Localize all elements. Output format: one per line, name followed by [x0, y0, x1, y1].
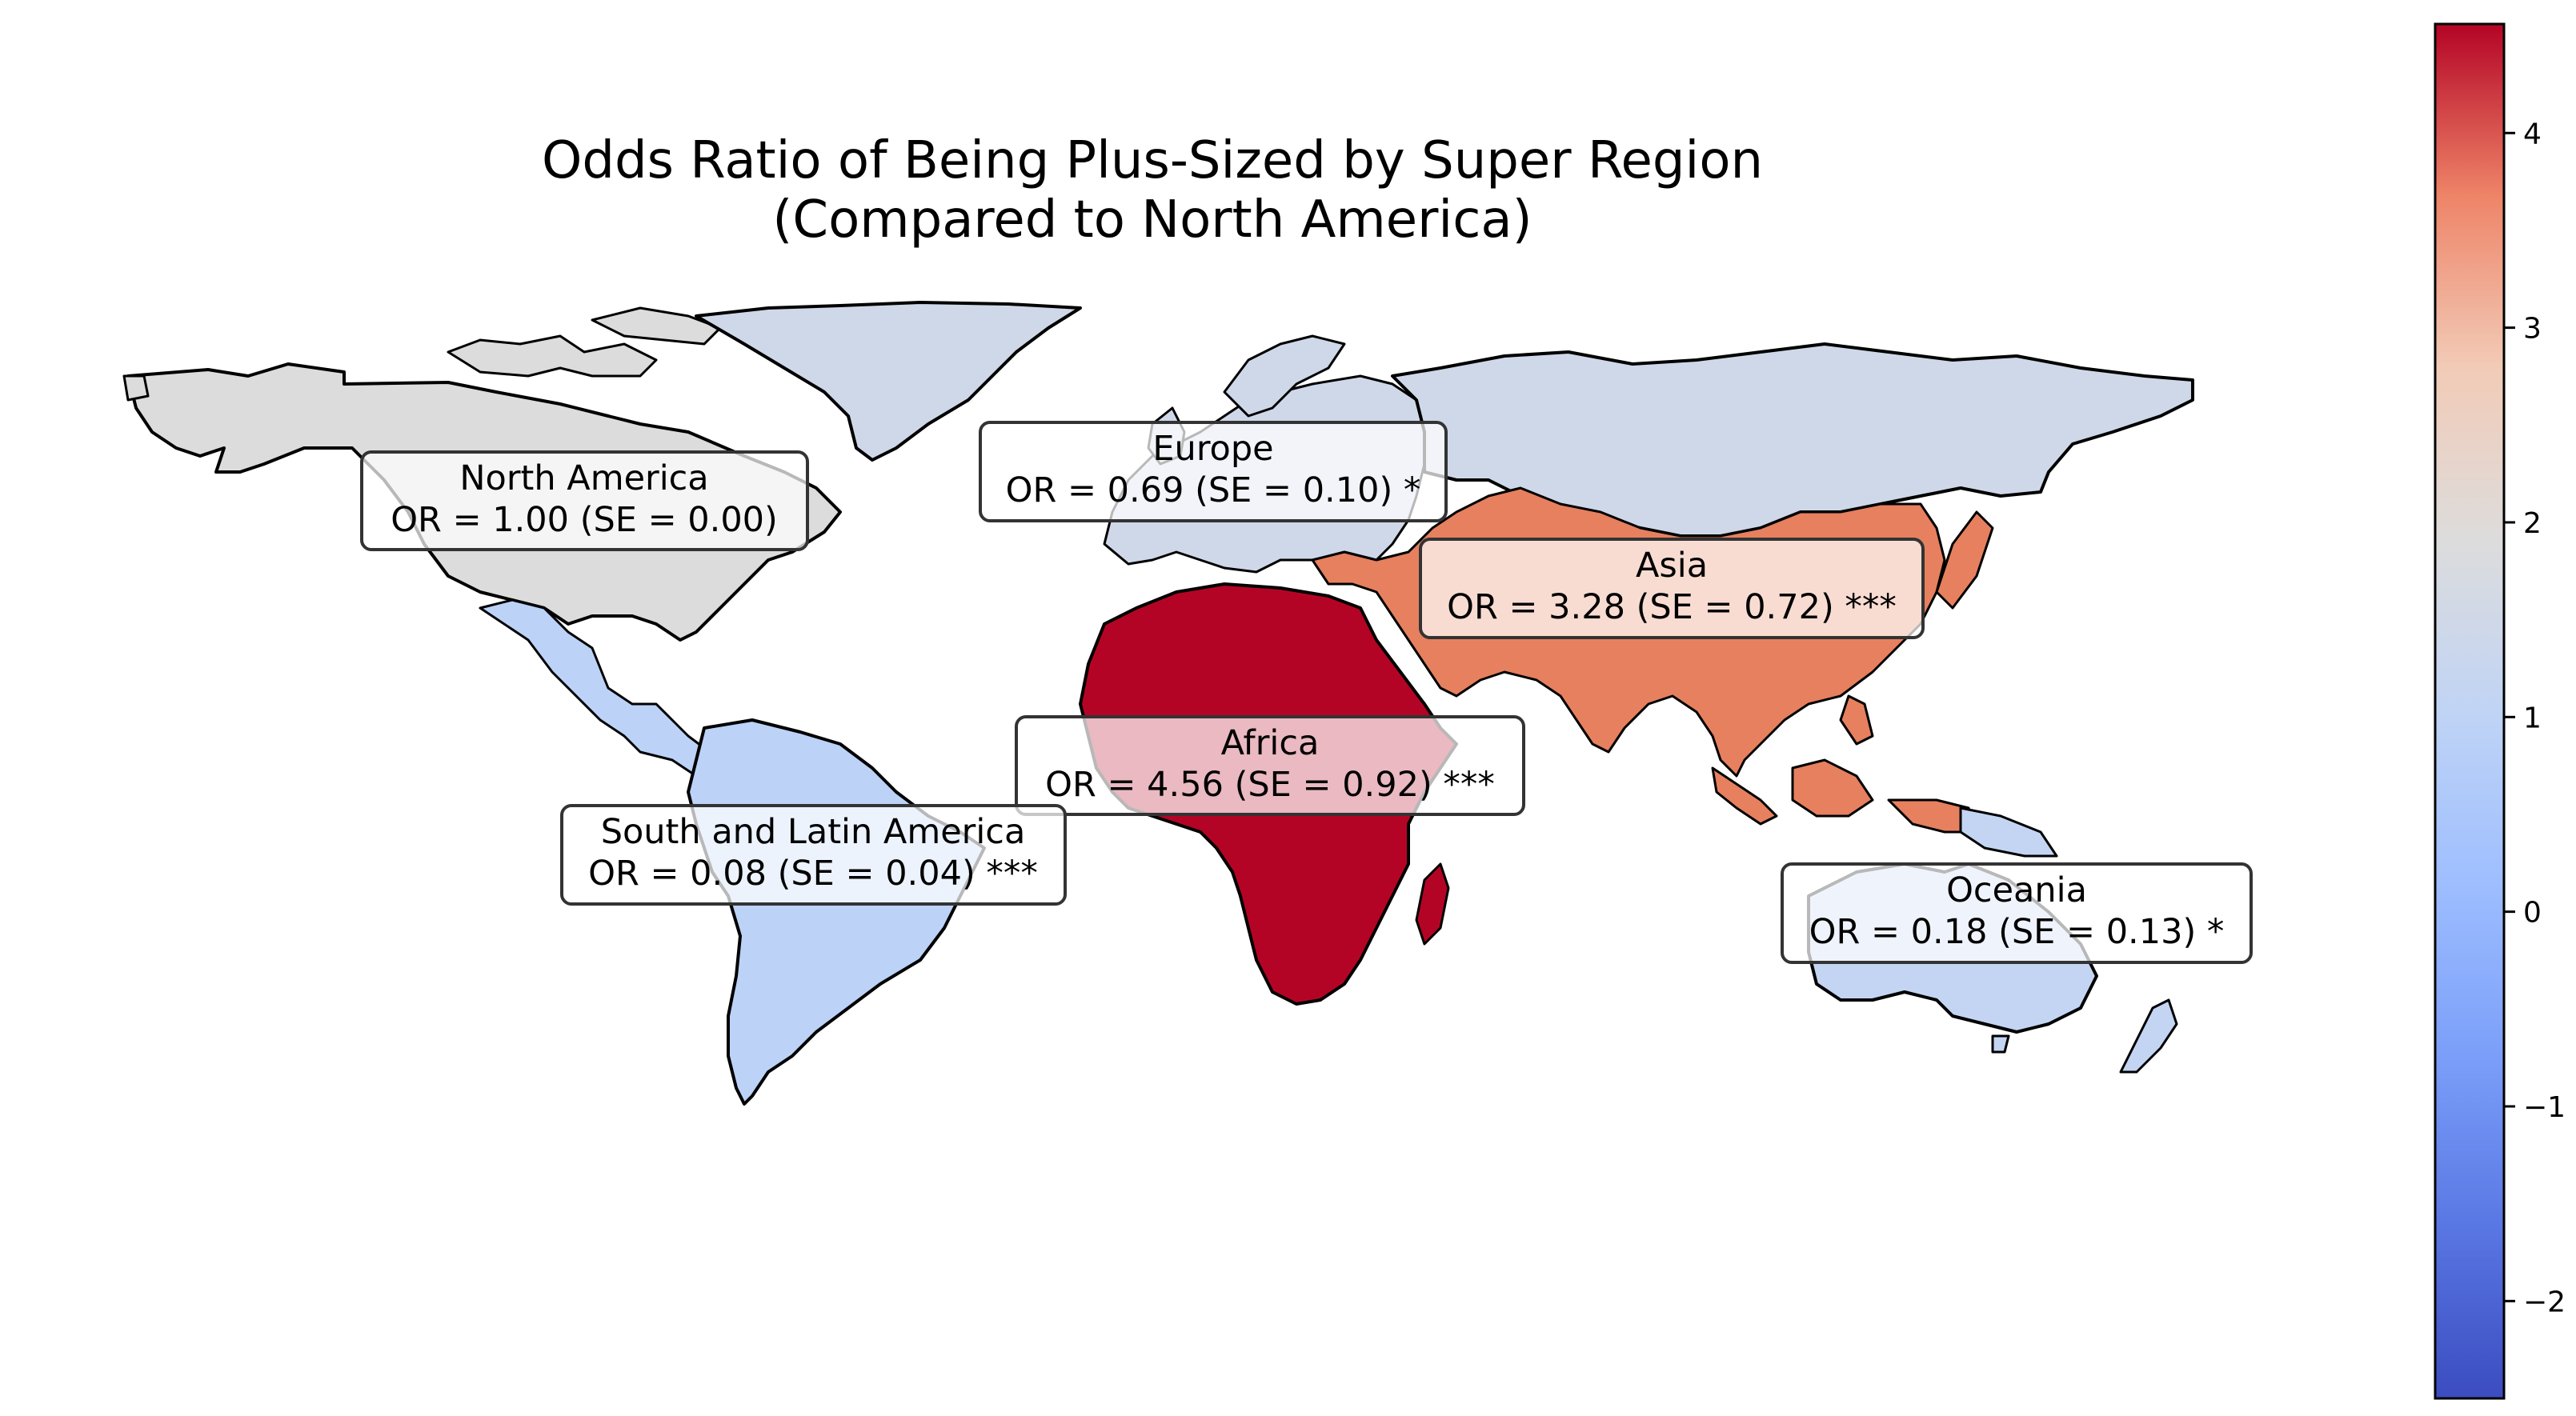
japan-land: [1935, 510, 1994, 610]
label-oceania: Oceania OR = 0.18 (SE = 0.13) *: [1781, 862, 2253, 964]
latam-stats: OR = 0.08 (SE = 0.04) ***: [588, 854, 1038, 894]
south-america-land: [687, 718, 986, 1106]
europe-stats: OR = 0.69 (SE = 0.10) *: [1006, 470, 1421, 510]
colorbar-gradient: [2434, 22, 2506, 1400]
canada-arctic-islands: [447, 334, 658, 378]
colorbar: −2 −1 0 1 2 3 4: [2434, 22, 2566, 1400]
north-america-stats: OR = 1.00 (SE = 0.00): [391, 500, 778, 540]
label-latam: South and Latin America OR = 0.08 (SE = …: [560, 804, 1067, 906]
north-america-name: North America: [459, 458, 708, 498]
indonesia-land: [1791, 758, 1874, 818]
se-asia-islands: [1711, 766, 1778, 826]
tasmania-land: [1991, 1034, 2010, 1054]
label-africa: Africa OR = 4.56 (SE = 0.92) ***: [1015, 715, 1525, 816]
colorbar-tick-label: −1: [2523, 1091, 2566, 1124]
madagascar-land: [1415, 862, 1450, 946]
colorbar-tick-label: 0: [2523, 897, 2542, 930]
label-north-america: North America OR = 1.00 (SE = 0.00): [360, 450, 809, 551]
latam-name: South and Latin America: [601, 812, 1026, 852]
asia-name: Asia: [1636, 546, 1708, 586]
europe-name: Europe: [1152, 429, 1273, 469]
asia-stats: OR = 3.28 (SE = 0.72) ***: [1447, 587, 1897, 627]
colorbar-tick-label: 4: [2523, 118, 2542, 150]
colorbar-tick-label: 3: [2523, 313, 2542, 346]
colorbar-tick-label: −2: [2523, 1286, 2566, 1318]
philippines-land: [1839, 694, 1874, 746]
chart-subtitle: (Compared to North America): [772, 190, 1532, 250]
colorbar-ticks: −2 −1 0 1 2 3 4: [2504, 118, 2566, 1318]
greenland-land: [695, 301, 1082, 462]
africa-name: Africa: [1221, 723, 1320, 763]
alaska-west: [122, 374, 150, 402]
new-zealand-land: [2119, 998, 2178, 1074]
oceania-name: Oceania: [1946, 870, 2087, 910]
colorbar-tick-label: 2: [2523, 507, 2542, 540]
africa-stats: OR = 4.56 (SE = 0.92) ***: [1045, 765, 1495, 805]
chart-title: Odds Ratio of Being Plus-Sized by Super …: [542, 131, 1763, 190]
new-guinea-land: [1959, 806, 2058, 858]
colorbar-tick-label: 1: [2523, 702, 2542, 734]
oceania-stats: OR = 0.18 (SE = 0.13) *: [1809, 912, 2225, 952]
label-europe: Europe OR = 0.69 (SE = 0.10) *: [979, 421, 1448, 522]
canada-arctic-islands-2: [591, 306, 722, 346]
label-asia: Asia OR = 3.28 (SE = 0.72) ***: [1419, 538, 1925, 639]
scandinavia-land: [1223, 334, 1346, 418]
